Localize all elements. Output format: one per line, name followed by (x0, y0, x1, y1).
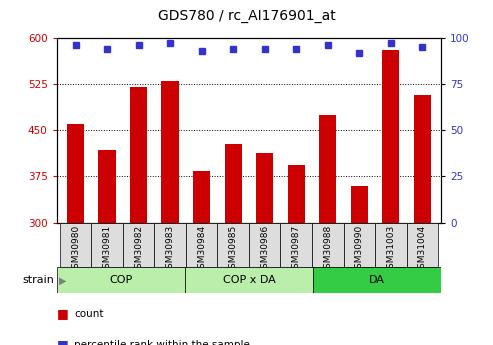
Text: GSM30980: GSM30980 (71, 225, 80, 274)
Text: GSM31003: GSM31003 (387, 225, 395, 274)
Bar (217, 223, 249, 267)
Text: DA: DA (369, 275, 385, 285)
Text: percentile rank within the sample: percentile rank within the sample (74, 340, 250, 345)
Text: GSM30988: GSM30988 (323, 225, 332, 274)
Bar (407, 223, 438, 267)
Text: COP x DA: COP x DA (223, 275, 275, 285)
Bar (60, 223, 91, 267)
Bar (224, 144, 242, 223)
Bar (67, 124, 84, 223)
Bar (256, 153, 274, 223)
Text: GSM30982: GSM30982 (134, 225, 143, 274)
Text: count: count (74, 309, 104, 319)
Bar (319, 116, 336, 223)
Text: GSM30983: GSM30983 (166, 225, 175, 274)
Text: ■: ■ (57, 338, 69, 345)
Bar (99, 150, 116, 223)
Text: GSM30985: GSM30985 (229, 225, 238, 274)
Text: strain: strain (22, 275, 54, 285)
Bar (154, 223, 186, 267)
Text: GSM30990: GSM30990 (355, 225, 364, 274)
Bar (186, 223, 217, 267)
Bar (382, 50, 399, 223)
Bar (130, 87, 147, 223)
Bar (123, 223, 154, 267)
Bar (313, 267, 441, 293)
Text: GSM30981: GSM30981 (103, 225, 111, 274)
Bar (351, 186, 368, 223)
Text: GSM31004: GSM31004 (418, 225, 427, 274)
Bar (344, 223, 375, 267)
Text: COP: COP (109, 275, 133, 285)
Bar (185, 267, 313, 293)
Bar (414, 95, 431, 223)
Bar (281, 223, 312, 267)
Text: ■: ■ (57, 307, 69, 320)
Text: GSM30986: GSM30986 (260, 225, 269, 274)
Text: GDS780 / rc_AI176901_at: GDS780 / rc_AI176901_at (158, 9, 335, 23)
Bar (249, 223, 281, 267)
Bar (312, 223, 344, 267)
Bar (287, 165, 305, 223)
Bar (162, 81, 179, 223)
Bar (375, 223, 407, 267)
Text: GSM30987: GSM30987 (292, 225, 301, 274)
Text: GSM30984: GSM30984 (197, 225, 206, 274)
Text: ▶: ▶ (59, 275, 67, 285)
Bar (193, 171, 211, 223)
Bar (91, 223, 123, 267)
Bar (57, 267, 185, 293)
